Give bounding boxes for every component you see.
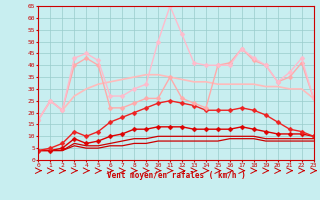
X-axis label: Vent moyen/en rafales ( km/h ): Vent moyen/en rafales ( km/h ) bbox=[107, 171, 245, 180]
